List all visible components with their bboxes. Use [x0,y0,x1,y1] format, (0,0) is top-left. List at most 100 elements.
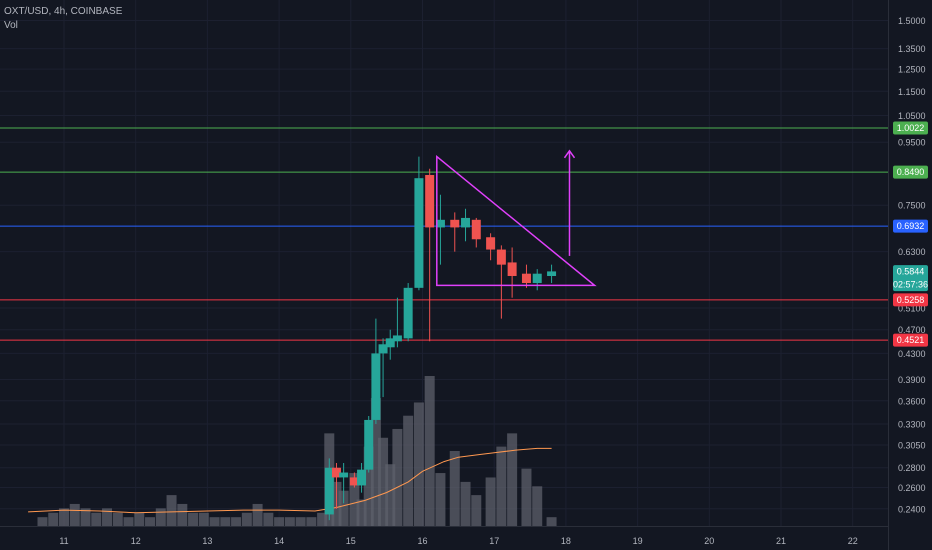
level-label: 0.5258 [897,295,925,305]
volume-bar [349,473,360,526]
price-tick-label: 0.3600 [898,396,926,406]
candle-body [425,175,435,228]
price-tick-label: 0.3900 [898,375,926,385]
volume-bar [507,433,518,526]
price-tick-label: 0.4300 [898,349,926,359]
volume-bar [134,512,145,526]
time-tick-label: 20 [704,536,714,546]
volume-bar [102,508,113,526]
candle-body [331,467,341,478]
candle-body [532,273,542,284]
volume-bar [295,517,306,526]
candle-body [521,273,531,284]
candle-body [486,237,496,250]
price-tick-label: 1.3500 [898,44,926,54]
time-tick-label: 19 [633,536,643,546]
volume-bar [123,517,134,526]
volume-bar [496,446,507,526]
volume-bar [306,517,317,526]
candle-body [357,469,367,486]
candle-body [435,219,445,228]
volume-bar [317,512,328,526]
price-tick-label: 0.9500 [898,138,926,148]
time-axis-background [0,526,888,550]
volume-bar [485,477,496,526]
time-tick-label: 14 [274,536,284,546]
level-label: 1.0022 [897,123,925,133]
volume-bar [48,512,59,526]
price-tick-label: 0.2800 [898,463,926,473]
volume-bar [460,481,471,526]
volume-bar [209,517,220,526]
candle-body [414,178,424,288]
breakout-arrow-head [563,149,576,159]
candle-body [403,287,413,339]
volume-bar [378,437,389,526]
volume-bar [471,495,482,526]
price-tick-label: 0.6300 [898,247,926,257]
volume-bar [338,490,349,526]
level-label-box [893,121,928,135]
volume-bar [220,517,231,526]
price-tick-label: 1.5000 [898,16,926,26]
volume-bar [69,503,80,526]
candle-body [507,262,517,276]
candle-body [349,477,359,486]
volume-bar [532,486,543,526]
candle-body [547,271,557,276]
candle-body [392,335,402,342]
level-label: 0.6932 [897,221,925,231]
volume-bar [370,398,381,526]
volume-bar [413,402,424,526]
volume-bar [546,517,557,526]
level-label-box [893,333,928,347]
volume-bar [198,512,209,526]
time-tick-label: 18 [561,536,571,546]
volume-bar [80,508,91,526]
time-tick-label: 22 [848,536,858,546]
volume-bar [385,464,396,526]
volume-bar [37,517,48,526]
volume-bar [449,451,460,526]
price-tick-label: 0.2400 [898,504,926,514]
volume-bar [403,415,414,526]
volume-bar [356,499,367,526]
level-label-box [893,219,928,233]
price-tick-label: 0.2600 [898,483,926,493]
triangle-pattern-drawing [436,155,597,287]
volume-bar [155,508,166,526]
time-tick-label: 13 [202,536,212,546]
candle-body [371,353,381,420]
volume-bar [241,512,252,526]
last-price-label: 0.5844 [897,267,925,277]
volume-label: Vol [4,20,18,31]
volume-bar [177,503,188,526]
candle-body [471,219,481,240]
volume-bar [263,512,274,526]
volume-bar [274,517,285,526]
volume-ma-line [28,447,552,514]
price-tick-label: 1.2500 [898,65,926,75]
level-label-box [893,165,928,179]
candle-body [461,217,471,228]
price-tick-label: 0.3050 [898,440,926,450]
price-tick-label: 0.4700 [898,325,926,335]
time-tick-label: 16 [417,536,427,546]
volume-bar [392,428,403,526]
price-tick-label: 0.7500 [898,201,926,211]
volume-bar [231,517,242,526]
volume-bar [145,517,156,526]
level-label-box [893,293,928,307]
volume-bar [435,473,446,526]
volume-bar [59,508,69,526]
level-label: 0.4521 [897,335,925,345]
symbol-title: OXT/USD, 4h, COINBASE [4,6,123,17]
volume-bar [188,512,199,526]
volume-bar [424,376,435,526]
price-tick-label: 0.5100 [898,303,926,313]
candle-body [378,344,388,354]
time-tick-label: 17 [489,536,499,546]
candle-body [364,419,374,470]
